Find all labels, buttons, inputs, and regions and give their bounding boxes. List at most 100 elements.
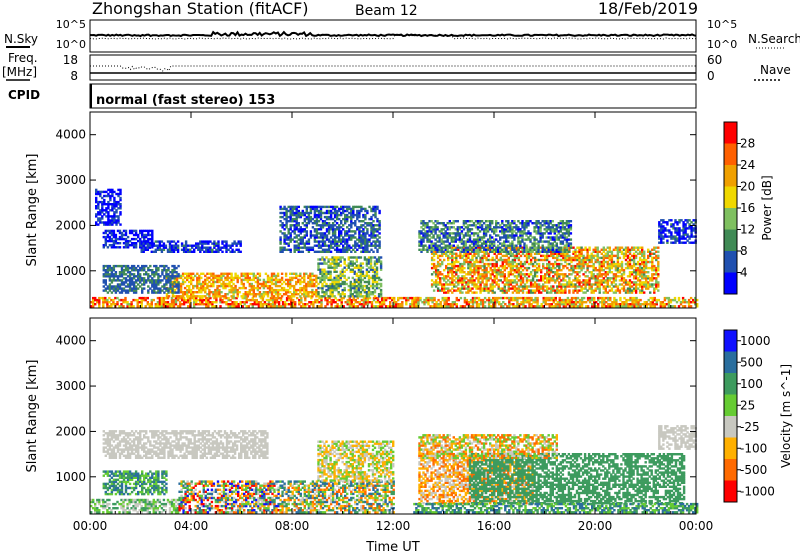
echo-cell: [211, 301, 214, 304]
echo-cell: [118, 246, 122, 249]
echo-cell: [189, 298, 192, 302]
echo-cell: [110, 279, 114, 282]
echo-cell: [487, 254, 490, 258]
echo-cell: [382, 296, 386, 300]
echo-cell: [149, 287, 152, 290]
echo-cell: [264, 293, 268, 296]
echo-cell: [193, 303, 196, 306]
echo-cell: [196, 276, 199, 280]
echo-cell: [212, 295, 215, 298]
echo-cell: [214, 276, 217, 280]
echo-cell: [548, 305, 551, 308]
echo-cell: [225, 301, 228, 304]
echo-cell: [432, 289, 436, 292]
echo-cell: [140, 303, 143, 306]
echo-cell: [169, 285, 172, 288]
echo-cell: [256, 280, 260, 284]
echo-cell: [558, 305, 561, 308]
echo-cell: [638, 246, 642, 249]
echo-cell: [108, 287, 112, 290]
echo-cell: [132, 275, 136, 278]
echo-cell: [343, 270, 346, 273]
echo-cell: [219, 305, 222, 308]
echo-cell: [224, 282, 227, 286]
echo-cell: [441, 298, 444, 302]
echo-cell: [104, 298, 107, 302]
echo-cell: [633, 301, 636, 304]
echo-cell: [104, 242, 107, 245]
echo-cell: [233, 296, 236, 300]
echo-cell: [663, 303, 667, 306]
echo-cell: [152, 298, 155, 302]
echo-cell: [106, 285, 110, 288]
echo-cell: [252, 293, 255, 296]
echo-cell: [548, 296, 551, 300]
echo-cell: [116, 285, 120, 288]
echo-cell: [104, 296, 107, 300]
echo-cell: [346, 303, 349, 306]
echo-cell: [269, 296, 273, 300]
echo-cell: [532, 301, 535, 304]
echo-cell: [481, 258, 484, 262]
echo-cell: [268, 286, 272, 290]
echo-cell: [445, 305, 448, 308]
echo-cell: [582, 301, 586, 304]
echo-cell: [114, 246, 118, 249]
echo-cell: [274, 288, 278, 292]
echo-cell: [498, 296, 501, 300]
echo-cell: [355, 272, 358, 275]
echo-cell: [206, 286, 209, 290]
echo-cell: [456, 234, 459, 237]
echo-cell: [226, 274, 229, 278]
echo-cell: [311, 278, 314, 282]
echo-cell: [537, 283, 541, 286]
echo-cell: [628, 258, 632, 262]
echo-cell: [550, 296, 553, 300]
echo-cell: [233, 305, 236, 308]
echo-cell: [106, 305, 109, 308]
echo-cell: [165, 293, 169, 296]
echo-cell: [92, 303, 95, 306]
echo-cell: [446, 222, 449, 225]
echo-cell: [529, 258, 533, 262]
echo-cell: [649, 291, 652, 294]
echo-cell: [558, 298, 561, 302]
echo-cell: [278, 278, 282, 282]
echo-cell: [603, 303, 606, 306]
echo-cell: [613, 296, 616, 300]
echo-cell: [669, 301, 673, 304]
echo-cell: [273, 298, 277, 302]
echo-cell: [128, 271, 132, 274]
echo-cell: [475, 303, 479, 306]
echo-cell: [221, 298, 224, 302]
echo-cell: [457, 264, 460, 268]
echo-cell: [635, 301, 638, 304]
echo-cell: [499, 230, 502, 233]
echo-cell: [366, 303, 370, 306]
echo-cell: [588, 301, 592, 304]
echo-cell: [225, 303, 228, 306]
echo-cell: [439, 271, 442, 274]
echo-cell: [520, 296, 523, 300]
echo-cell: [539, 222, 542, 225]
echo-cell: [653, 298, 656, 302]
echo-cell: [631, 303, 634, 306]
echo-cell: [128, 303, 131, 306]
echo-cell: [466, 248, 470, 251]
echo-cell: [104, 269, 107, 272]
echo-cell: [246, 276, 249, 280]
echo-cell: [417, 298, 420, 302]
echo-cell: [240, 286, 243, 290]
echo-cell: [677, 296, 681, 300]
echo-cell: [207, 303, 210, 306]
echo-cell: [564, 303, 568, 306]
echo-cell: [441, 254, 444, 258]
echo-cell: [621, 305, 624, 308]
echo-cell: [235, 303, 238, 306]
echo-cell: [236, 288, 239, 292]
echo-cell: [375, 258, 379, 261]
echo-cell: [661, 303, 665, 306]
echo-cell: [239, 303, 242, 306]
echo-cell: [240, 295, 243, 298]
